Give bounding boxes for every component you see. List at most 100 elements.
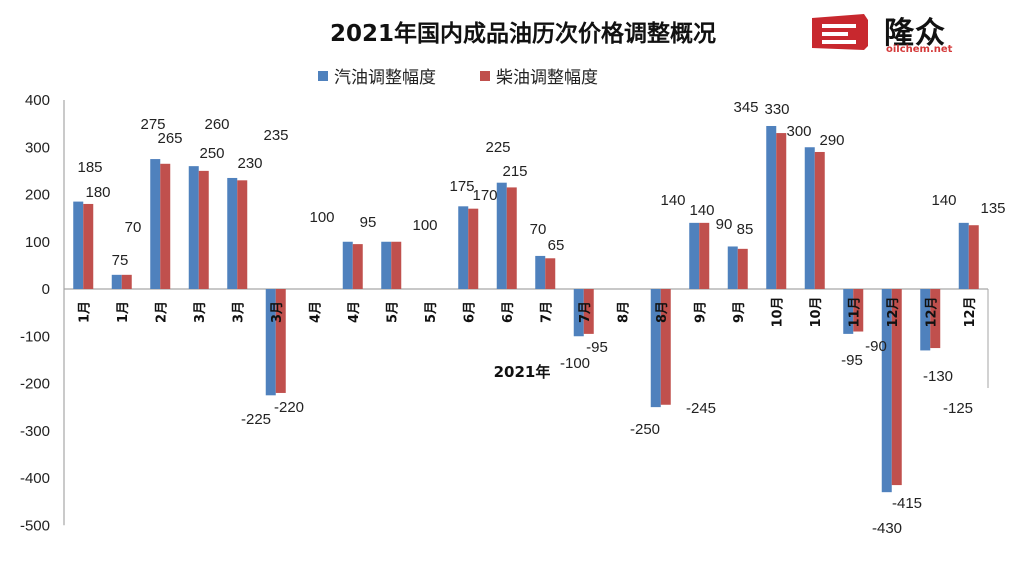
bar-gasoline [958, 222, 969, 289]
data-label: -415 [892, 495, 922, 512]
bar-gasoline [342, 241, 353, 289]
x-tick-label: 7月 [578, 301, 593, 323]
data-label: -220 [274, 399, 304, 416]
bar-diesel [968, 225, 979, 289]
y-tick-label: -100 [20, 328, 50, 345]
y-tick-label: 200 [25, 187, 50, 204]
legend-label-gasoline: 汽油调整幅度 [334, 68, 436, 88]
data-label: 185 [77, 159, 102, 176]
x-tick-label: 10月 [770, 296, 785, 327]
x-tick-label: 3月 [193, 301, 208, 323]
bar-gasoline [265, 289, 276, 396]
data-label: -100 [560, 355, 590, 372]
data-label: 345 [733, 99, 758, 116]
x-tick-label: 9月 [693, 301, 708, 323]
data-label: 275 [140, 116, 165, 133]
bar-gasoline [188, 166, 199, 289]
data-label: 290 [819, 132, 844, 149]
x-tick-label: 12月 [886, 296, 901, 327]
data-label: 250 [199, 145, 224, 162]
bar-gasoline [111, 274, 122, 289]
x-tick-label: 11月 [847, 296, 862, 327]
data-label: 140 [689, 202, 714, 219]
bar-gasoline [689, 222, 700, 289]
bar-gasoline [650, 289, 661, 408]
bar-gasoline [881, 289, 892, 493]
bar-diesel [660, 289, 671, 405]
data-label: 100 [412, 217, 437, 234]
bar-diesel [83, 203, 94, 289]
data-label: -130 [923, 368, 953, 385]
x-tick-label: 8月 [655, 301, 670, 323]
data-label: 100 [309, 209, 334, 226]
legend-item-diesel: 柴油调整幅度 [480, 63, 598, 88]
bar-diesel [198, 170, 209, 289]
x-tick-label: 8月 [616, 301, 631, 323]
data-label: -245 [686, 400, 716, 417]
y-tick-label: 100 [25, 234, 50, 251]
bar-gasoline [458, 206, 469, 289]
data-label: -95 [841, 352, 863, 369]
data-label: 135 [980, 200, 1005, 217]
x-tick-label: 4月 [308, 301, 323, 323]
x-tick-label: 1月 [116, 301, 131, 323]
bar-diesel [853, 289, 864, 332]
bar-diesel [814, 151, 825, 289]
data-label: 235 [263, 127, 288, 144]
bar-diesel [275, 289, 286, 393]
x-tick-label: 4月 [347, 301, 362, 323]
y-tick-label: 300 [25, 139, 50, 156]
x-tick-label: 5月 [424, 301, 439, 323]
data-label: -430 [872, 520, 902, 537]
data-label: -225 [241, 411, 271, 428]
bar-diesel [930, 289, 941, 349]
x-tick-label: 3月 [270, 301, 285, 323]
x-tick-label: 6月 [501, 301, 516, 323]
bar-gasoline [496, 182, 507, 289]
data-label: 140 [660, 192, 685, 209]
data-label: 175 [449, 178, 474, 195]
bar-diesel [737, 248, 748, 289]
data-label: 215 [502, 163, 527, 180]
bar-gasoline [227, 177, 238, 289]
legend-label-diesel: 柴油调整幅度 [496, 68, 598, 88]
y-tick-label: -200 [20, 376, 50, 393]
x-axis-title: 2021年 [494, 363, 551, 381]
x-tick-label: 10月 [809, 296, 824, 327]
data-label: 230 [237, 155, 262, 172]
bar-diesel [352, 244, 363, 289]
data-label: 85 [737, 221, 754, 238]
x-tick-label: 12月 [963, 296, 978, 327]
chart-title-text: 2021年国内成品油历次价格调整概况 [329, 21, 716, 47]
data-label: 330 [764, 101, 789, 118]
y-tick-label: -500 [20, 517, 50, 534]
logo-mark-icon [812, 14, 868, 50]
legend-item-gasoline: 汽油调整幅度 [318, 63, 436, 88]
y-tick-label: 400 [25, 92, 50, 109]
legend-swatch-diesel [480, 70, 490, 81]
bar-gasoline [73, 201, 84, 289]
data-label: 70 [530, 221, 547, 238]
bar-diesel [699, 222, 710, 289]
bar-gasoline [727, 246, 738, 289]
x-tick-label: 1月 [77, 301, 92, 323]
bar-diesel [583, 289, 594, 334]
bar-gasoline [804, 147, 815, 289]
bar-gasoline [535, 255, 546, 289]
data-label: 75 [112, 252, 129, 269]
x-tick-label: 12月 [924, 296, 939, 327]
bar-diesel [545, 258, 556, 289]
y-tick-label: 0 [42, 281, 50, 298]
bar-diesel [160, 163, 171, 289]
bar-diesel [468, 208, 479, 289]
bar-diesel [506, 187, 517, 289]
data-label: 90 [716, 216, 733, 233]
x-tick-label: 5月 [385, 301, 400, 323]
data-label: -125 [943, 400, 973, 417]
data-label: 300 [786, 123, 811, 140]
oilchem-logo: 隆众 oilchem.net [808, 8, 1008, 56]
bar-gasoline [843, 289, 854, 334]
legend-swatch-gasoline [318, 70, 328, 81]
chart-legend: 汽油调整幅度 柴油调整幅度 [318, 63, 598, 88]
